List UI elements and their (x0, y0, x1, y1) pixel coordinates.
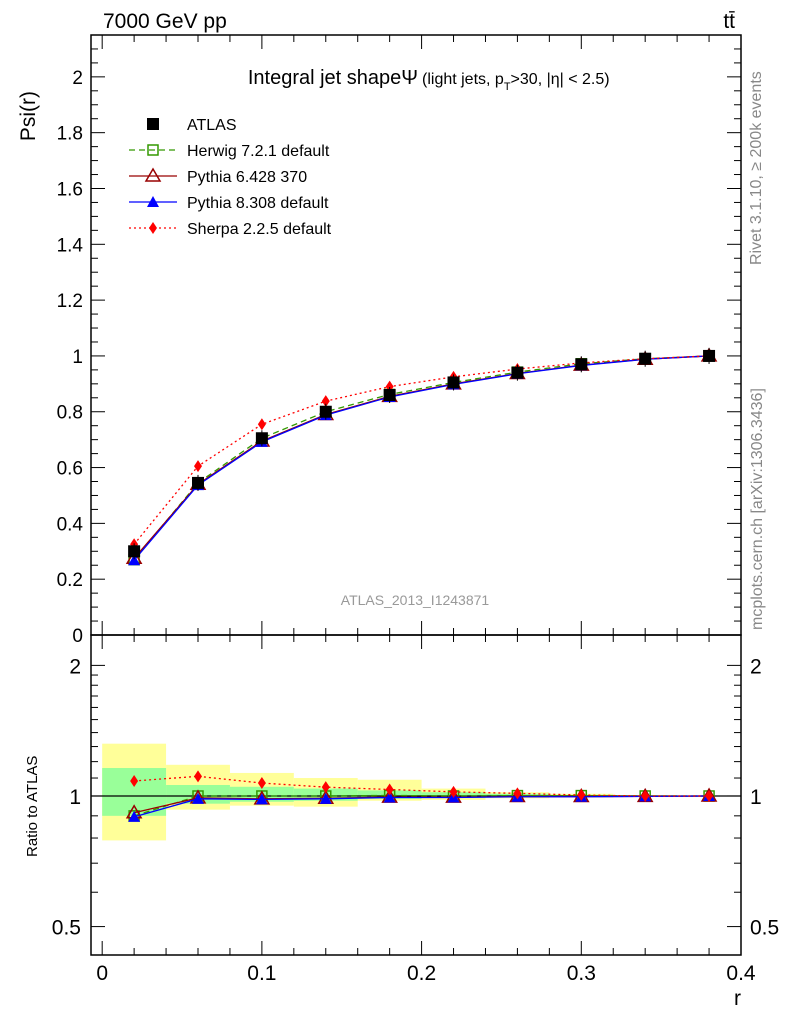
ratio-sherpa-point-2 (257, 777, 266, 790)
x-tick-label: 0.2 (407, 962, 436, 985)
main-atlas-point-3 (319, 405, 332, 418)
ratio-pythia8-point-2 (255, 793, 268, 805)
main-pythia6-line (133, 355, 710, 559)
main-herwig-line (133, 355, 710, 561)
main-atlas-point-6 (511, 366, 524, 379)
legend-label-atlas: ATLAS (187, 117, 237, 134)
legend-marker-pythia6 (144, 167, 162, 182)
main-sherpa-line (133, 355, 710, 545)
legend-marker-herwig (147, 144, 159, 156)
x-tick-label: 0.4 (726, 962, 756, 985)
ratio-herwig-line (133, 794, 710, 817)
analysis-watermark: ATLAS_2013_I1243871 (341, 592, 490, 608)
main-ytick-label: 0.8 (57, 403, 83, 424)
collision-label: 7000 GeV pp (103, 10, 227, 33)
main-atlas-point-7 (575, 358, 588, 371)
main-atlas-point-0 (128, 545, 141, 558)
ratio-ytick-label-right: 0.5 (750, 917, 779, 940)
chart-title: Integral jet shapeΨ (248, 67, 418, 89)
legend-marker-sherpa (149, 222, 157, 234)
ratio-sherpa-point-9 (705, 789, 714, 802)
ratio-y-axis-label: Ratio to ATLAS (24, 756, 41, 857)
main-y-axis-label: Psi(r) (17, 91, 40, 141)
ratio-ytick-label-left: 2 (69, 655, 81, 678)
ratio-axes: 0.5 0.5 1 1 2 2 0 0.1 0.2 0.3 0.4 (52, 634, 779, 985)
main-ytick-label: 1 (72, 347, 83, 368)
main-ytick-label: 1.4 (57, 235, 84, 256)
ratio-ytick-label-right: 2 (750, 655, 762, 678)
main-panel: 0 0.2 0.4 0.6 0.8 1 1.2 1.4 1.6 1.8 2 ATLAS_2013_I… (17, 34, 742, 647)
main-atlas-point-4 (383, 389, 396, 401)
main-atlas-point-5 (447, 376, 460, 389)
legend: ATLAS Herwig 7.2.1 default Pythia 6.428 37… (129, 117, 332, 238)
main-ytick-label: 2 (72, 68, 83, 89)
ratio-sherpa-line (134, 775, 710, 797)
ratio-ytick-label-left: 0.5 (52, 917, 81, 940)
legend-label-pythia8: Pythia 8.308 default (187, 195, 329, 212)
ratio-sherpa-point-5 (449, 785, 458, 798)
ratio-sherpa-point-3 (321, 781, 330, 794)
ratio-pythia8-point-0 (128, 810, 141, 822)
main-pythia8-point-0 (128, 554, 141, 566)
ratio-frame (90, 634, 742, 956)
main-ytick-label: 0.6 (57, 459, 83, 480)
mcplots-reference-label: mcplots.cern.ch [arXiv:1306.3436] (749, 388, 766, 630)
main-ytick-label: 1.6 (57, 179, 83, 200)
ratio-pythia8-point-3 (319, 792, 332, 804)
main-sherpa-point-1 (194, 460, 203, 473)
legend-label-sherpa: Sherpa 2.2.5 default (187, 221, 332, 238)
ratio-sherpa-point-1 (194, 770, 203, 783)
main-ytick-label: 1.8 (57, 124, 83, 145)
x-tick-label: 0.3 (567, 962, 596, 985)
ratio-sherpa-point-6 (513, 787, 522, 800)
main-atlas-point-8 (639, 352, 652, 365)
x-axis-label: r (734, 987, 741, 1010)
ratio-ytick-label-left: 1 (69, 786, 81, 809)
main-sherpa-point-2 (257, 418, 266, 431)
chart-subtitle: (light jets, pT>30, |η| < 2.5) (422, 71, 610, 93)
ratio-panel: 0.5 0.5 1 1 2 2 0 0.1 0.2 0.3 0.4 Ratio to ATLAS r (24, 634, 779, 1010)
main-pythia8-line (133, 355, 710, 561)
legend-marker-pythia8 (147, 196, 159, 207)
chart-subtitle-part2: >30, |η| < 2.5) (511, 71, 610, 88)
main-sherpa-point-3 (321, 395, 330, 408)
ratio-sherpa-point-4 (385, 783, 394, 796)
main-atlas-point-1 (192, 476, 205, 489)
main-ytick-label: 0 (72, 626, 83, 647)
main-ytick-label: 0.4 (57, 514, 84, 535)
main-axes: 0 0.2 0.4 0.6 0.8 1 1.2 1.4 1.6 1.8 2 (57, 34, 742, 647)
ratio-series-group (125, 770, 718, 822)
legend-item-pythia6: Pythia 6.428 370 (129, 167, 307, 186)
main-ytick-label: 0.2 (57, 570, 83, 591)
chart-subtitle-subscript: T (504, 81, 511, 93)
process-label: tt̄ (723, 10, 735, 33)
main-atlas-point-2 (255, 432, 268, 445)
legend-item-pythia8: Pythia 8.308 default (129, 195, 329, 212)
ratio-sherpa-point-8 (641, 789, 650, 802)
ratio-pythia8-line (133, 795, 710, 818)
legend-item-atlas: ATLAS (147, 117, 237, 134)
legend-marker-atlas (147, 118, 159, 130)
ratio-pythia8-point-4 (383, 791, 396, 803)
x-tick-label: 0.1 (247, 962, 276, 985)
ratio-pythia8-point-1 (192, 792, 205, 804)
legend-label-pythia6: Pythia 6.428 370 (187, 169, 307, 186)
x-tick-label: 0 (96, 962, 108, 985)
chart-subtitle-part1: (light jets, p (422, 71, 504, 88)
main-atlas-point-9 (703, 349, 716, 362)
legend-item-herwig: Herwig 7.2.1 default (129, 143, 330, 160)
main-series-group (125, 347, 718, 566)
legend-item-sherpa: Sherpa 2.2.5 default (129, 221, 332, 238)
legend-label-herwig: Herwig 7.2.1 default (187, 143, 330, 160)
main-ytick-label: 1.2 (57, 291, 83, 312)
ratio-sherpa-point-7 (577, 789, 586, 802)
rivet-version-label: Rivet 3.1.10, ≥ 200k events (748, 71, 765, 265)
ratio-ytick-label-right: 1 (750, 786, 762, 809)
ratio-sherpa-point-0 (130, 774, 139, 787)
